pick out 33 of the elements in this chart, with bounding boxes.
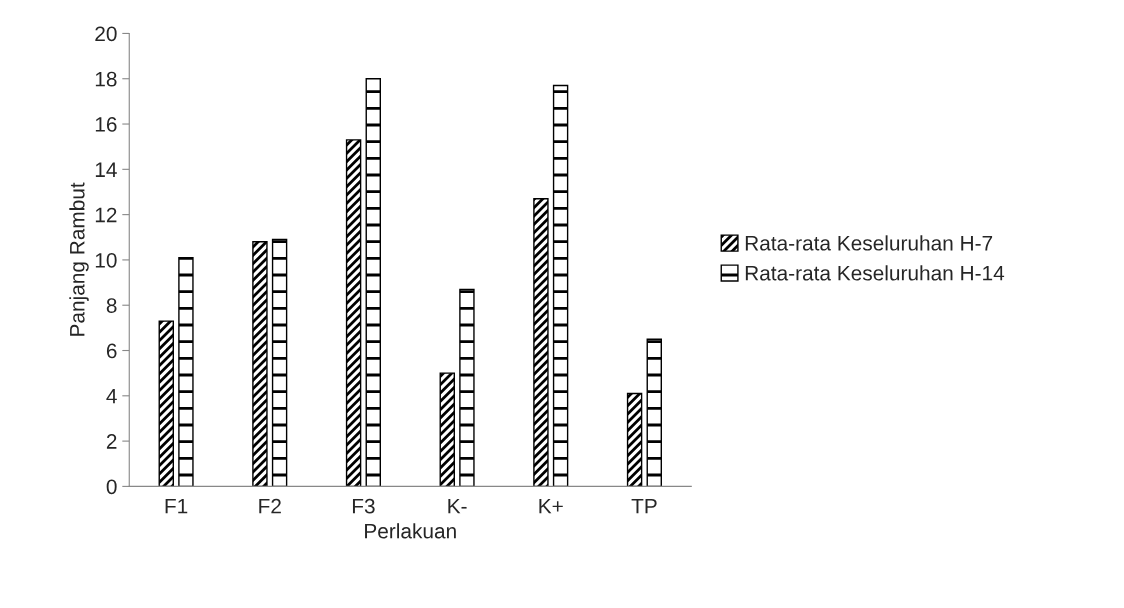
x-tick-label: F3 [352,498,375,514]
bar [365,78,381,487]
y-tick-label: 8 [106,298,117,313]
legend-label: Rata-rata Keseluruhan H-14 [745,265,1005,281]
y-tick-label: 4 [106,389,117,404]
x-tick-label: F2 [259,498,281,514]
bar [158,320,174,487]
bar [626,392,643,487]
y-tick-label: 2 [106,434,117,449]
y-tick-label: 14 [95,162,117,177]
bar [345,139,362,487]
bar [552,84,569,487]
legend-label: Rata-rata Keseluruhan H-7 [745,235,993,251]
bar [533,198,549,487]
y-tick-label: 16 [95,117,117,132]
y-tick-label: 20 [95,26,117,42]
x-tick-label: TP [631,498,657,514]
y-tick-label: 0 [106,479,117,495]
x-tick-label: F1 [165,498,188,514]
bar [646,338,662,487]
x-axis-title: Perlakuan [365,523,456,539]
bar [439,372,455,487]
bar [459,288,475,487]
bar [252,241,268,487]
bar [271,238,288,487]
y-tick-label: 18 [95,71,117,87]
bar [178,256,194,487]
x-tick-label: K+ [539,498,563,514]
y-axis-title: Panjang Rambut [69,182,89,336]
y-tick-label: 10 [95,252,117,268]
x-tick-label: K- [448,498,467,514]
y-tick-label: 12 [95,207,117,223]
y-tick-label: 6 [106,343,117,359]
